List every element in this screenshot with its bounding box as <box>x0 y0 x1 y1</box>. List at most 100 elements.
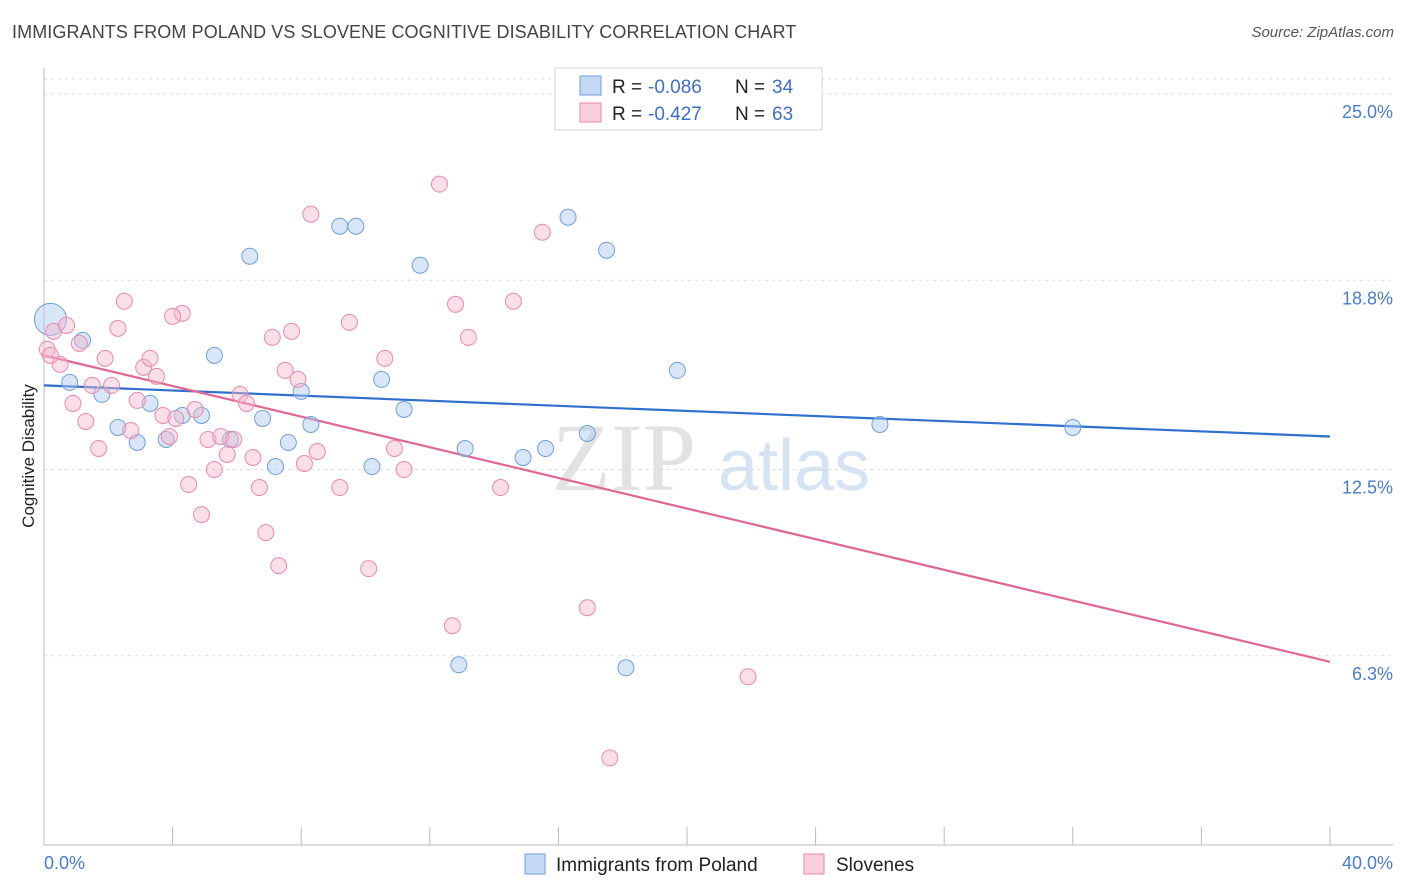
point-slovenes <box>154 406 172 424</box>
point-slovenes <box>376 349 394 367</box>
watermark-zip: ZIP <box>552 404 696 511</box>
point-slovenes <box>218 445 236 463</box>
point-slovenes <box>340 313 358 331</box>
bottom-legend-swatch-poland <box>524 853 546 875</box>
point-slovenes <box>164 307 182 325</box>
point-slovenes <box>295 455 313 473</box>
point-poland <box>74 331 92 349</box>
y-tick-label: 25.0% <box>1342 102 1393 122</box>
point-slovenes <box>135 358 153 376</box>
point-slovenes <box>395 461 413 479</box>
point-poland <box>193 406 211 424</box>
point-slovenes <box>64 394 82 412</box>
point-slovenes <box>205 461 223 479</box>
point-slovenes <box>173 304 191 322</box>
point-poland <box>141 394 159 412</box>
point-slovenes <box>302 205 320 223</box>
point-slovenes <box>385 439 403 457</box>
watermark-atlas: atlas <box>718 426 870 506</box>
point-poland <box>157 430 175 448</box>
point-slovenes <box>257 524 275 542</box>
point-slovenes <box>504 292 522 310</box>
point-slovenes <box>244 449 262 466</box>
point-slovenes <box>289 370 307 388</box>
point-slovenes <box>308 442 326 460</box>
point-slovenes <box>122 421 140 439</box>
point-slovenes <box>225 430 243 448</box>
point-poland <box>61 373 79 391</box>
point-slovenes <box>430 175 448 193</box>
bottom-legend-label-slovenes: Slovenes <box>836 855 914 876</box>
point-slovenes <box>70 334 88 352</box>
point-slovenes <box>739 668 757 686</box>
point-slovenes <box>276 361 294 379</box>
legend-n-label-2: N = <box>735 104 765 125</box>
trend-lines <box>43 354 1331 663</box>
stats-legend: R = -0.086 N = 34 R = -0.427 N = 63 <box>554 67 823 131</box>
x-tick-label: 40.0% <box>1342 853 1393 873</box>
point-poland <box>363 458 381 476</box>
point-slovenes <box>160 427 178 445</box>
point-poland <box>559 208 577 226</box>
point-poland <box>537 439 555 457</box>
point-slovenes <box>90 439 108 457</box>
point-slovenes <box>459 328 477 346</box>
point-poland <box>279 433 297 451</box>
point-poland <box>373 370 391 388</box>
point-poland <box>347 217 365 235</box>
x-tick-label: 0.0% <box>44 853 85 873</box>
point-slovenes <box>83 376 101 394</box>
legend-r-value-1: -0.086 <box>648 77 702 98</box>
watermark: ZIP atlas <box>552 404 870 511</box>
point-poland <box>450 656 468 674</box>
point-slovenes <box>128 391 146 409</box>
legend-n-value-2: 63 <box>772 104 793 125</box>
series-legend: Immigrants from Poland Slovenes <box>524 853 914 876</box>
point-poland <box>395 400 413 418</box>
point-poland <box>411 256 429 274</box>
point-slovenes <box>58 316 76 334</box>
bottom-legend-swatch-slovenes <box>803 853 825 875</box>
point-slovenes <box>443 617 461 635</box>
legend-r-label-1: R = <box>612 77 642 98</box>
point-poland <box>266 458 284 476</box>
point-slovenes <box>360 560 378 578</box>
axes <box>43 68 1393 846</box>
point-slovenes <box>109 319 127 337</box>
point-slovenes <box>141 349 159 367</box>
point-slovenes <box>186 400 204 418</box>
point-slovenes <box>250 479 268 497</box>
point-slovenes <box>41 346 59 364</box>
point-slovenes <box>231 385 249 403</box>
y-tick-label: 12.5% <box>1342 478 1393 498</box>
point-slovenes <box>238 394 256 412</box>
point-slovenes <box>492 479 510 497</box>
point-poland <box>205 346 223 364</box>
legend-swatch-slovenes <box>579 102 602 123</box>
point-slovenes <box>331 479 349 497</box>
point-slovenes <box>193 506 211 524</box>
point-poland <box>254 409 272 427</box>
grid-lines <box>44 78 1393 657</box>
point-slovenes <box>578 599 596 617</box>
trend-line-slovenes <box>43 354 1331 663</box>
point-slovenes <box>115 292 133 310</box>
point-poland <box>241 247 259 265</box>
legend-n-label-1: N = <box>735 77 765 98</box>
y-tick-label: 18.8% <box>1342 288 1393 308</box>
y-tick-label: 6.3% <box>1352 664 1393 684</box>
point-poland <box>617 659 635 677</box>
point-poland <box>109 418 127 436</box>
point-poland <box>668 361 686 379</box>
point-poland <box>578 424 596 442</box>
point-poland <box>302 415 320 433</box>
legend-swatch-poland <box>579 75 602 96</box>
point-slovenes <box>533 223 551 241</box>
point-slovenes <box>96 349 114 367</box>
point-slovenes <box>77 412 95 430</box>
source-label: Source: ZipAtlas.com <box>1251 24 1394 41</box>
trend-line-poland <box>43 384 1331 438</box>
point-slovenes <box>167 409 185 427</box>
point-slovenes <box>212 427 230 445</box>
